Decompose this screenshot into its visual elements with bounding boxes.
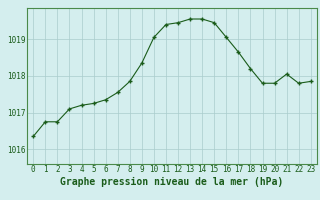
X-axis label: Graphe pression niveau de la mer (hPa): Graphe pression niveau de la mer (hPa): [60, 177, 284, 187]
